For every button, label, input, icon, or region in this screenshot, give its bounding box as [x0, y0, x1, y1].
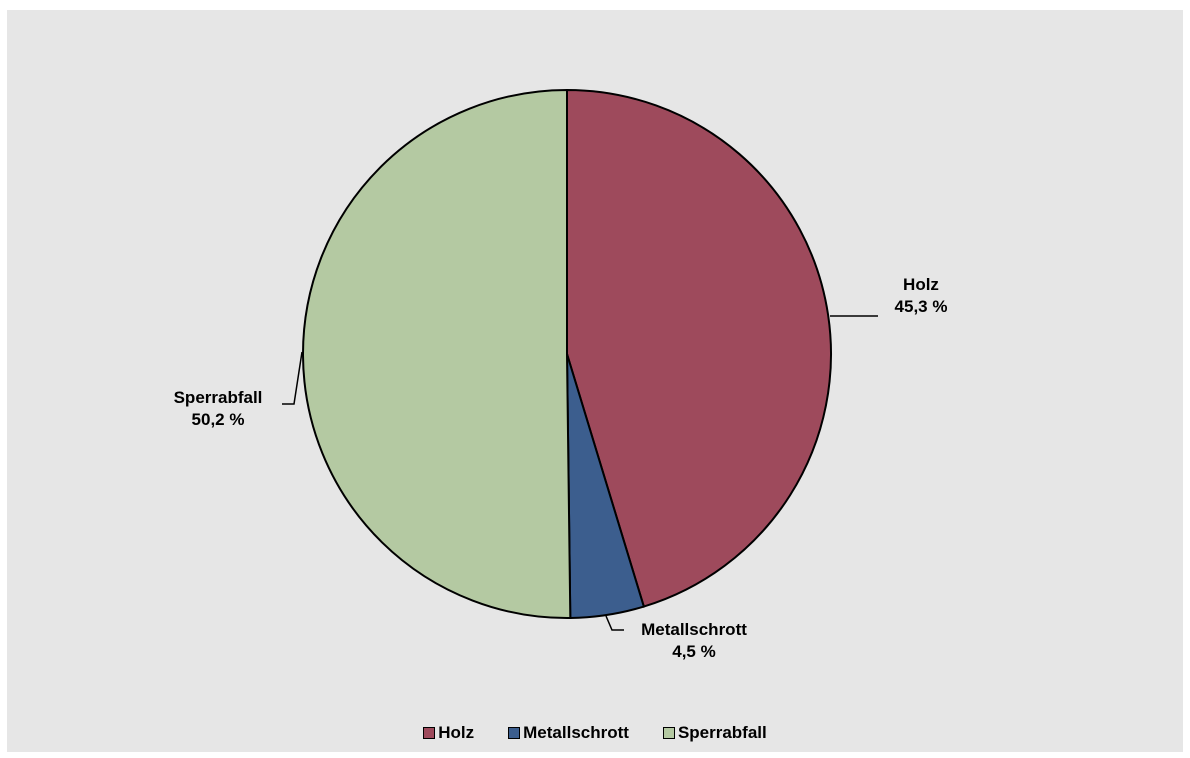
slice-label-name-sperrabfall: Sperrabfall [174, 388, 263, 407]
leader-line-sperrabfall [282, 351, 303, 405]
legend-swatch-sperrabfall [662, 727, 675, 739]
legend-item-holz: Holz [423, 723, 474, 743]
slice-labels: Holz 45,3 % Metallschrott 4,5 % Sperrabfall 5… [174, 275, 948, 661]
pie-slice-holz [566, 88, 832, 608]
legend-item-sperrabfall: Sperrabfall [662, 723, 767, 743]
pie-slice-sperrabfall [301, 88, 572, 619]
slice-label-value-holz: 45,3 % [895, 297, 948, 316]
pie-slices [301, 88, 832, 619]
leader-lines [282, 315, 878, 631]
leader-line-metallschrott [605, 615, 624, 631]
legend-item-metallschrott: Metallschrott [508, 723, 629, 743]
legend-label-metallschrott: Metallschrott [523, 723, 629, 742]
legend-swatch-holz [423, 727, 436, 739]
slice-label-name-metallschrott: Metallschrott [641, 620, 747, 639]
slice-label-value-sperrabfall: 50,2 % [192, 410, 245, 429]
slice-label-name-holz: Holz [903, 275, 939, 294]
legend: Holz Metallschrott Sperrabfall [0, 723, 1190, 743]
legend-label-holz: Holz [438, 723, 475, 742]
legend-label-sperrabfall: Sperrabfall [677, 723, 767, 742]
slice-label-value-metallschrott: 4,5 % [672, 642, 715, 661]
legend-swatch-metallschrott [508, 727, 521, 739]
